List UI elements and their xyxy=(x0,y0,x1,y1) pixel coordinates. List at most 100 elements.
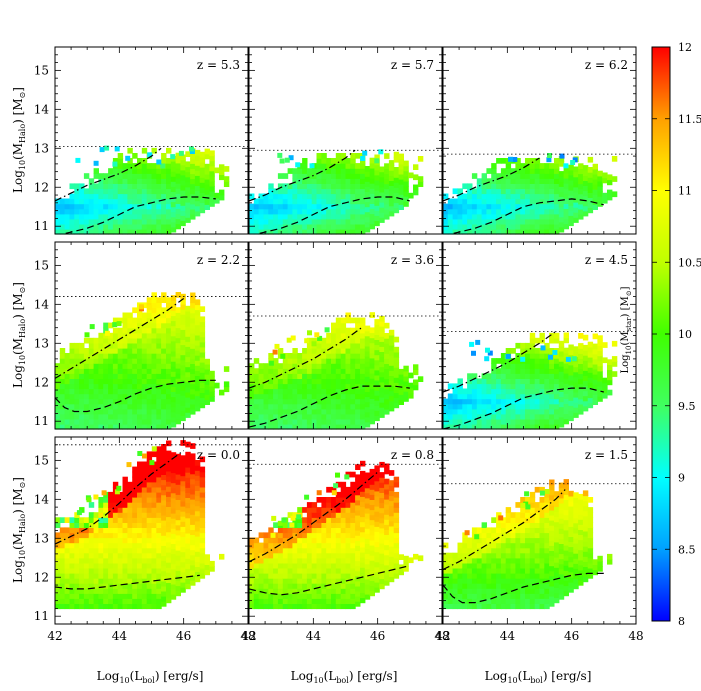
heatmap-cell xyxy=(544,213,550,220)
heatmap-cell xyxy=(175,494,181,500)
heatmap-cell xyxy=(364,558,371,565)
heatmap-cell xyxy=(534,578,541,584)
heatmap-cell xyxy=(364,386,371,392)
heatmap-cell xyxy=(374,516,380,522)
heatmap-cell xyxy=(156,337,162,344)
heatmap-cell xyxy=(161,525,167,531)
heatmap-cell xyxy=(180,511,186,517)
heatmap-cell xyxy=(340,378,347,385)
heatmap-cell xyxy=(369,580,375,587)
heatmap-cell xyxy=(335,423,342,430)
heatmap-cell xyxy=(403,375,409,382)
heatmap-cell xyxy=(447,567,454,574)
heatmap-cell xyxy=(364,497,371,504)
heatmap-cell xyxy=(335,332,342,339)
heatmap-cell xyxy=(520,588,526,594)
heatmap-cell xyxy=(525,603,531,610)
heatmap-cell xyxy=(345,208,351,215)
heatmap-cell xyxy=(88,378,95,385)
heatmap-cell xyxy=(520,423,526,430)
heatmap-cell xyxy=(350,203,356,210)
heatmap-cell xyxy=(515,228,521,235)
heatmap-cell xyxy=(340,588,347,594)
heatmap-cell xyxy=(137,522,143,528)
heatmap-cell xyxy=(137,403,143,410)
heatmap-cell xyxy=(180,154,186,161)
heatmap-cell xyxy=(582,185,589,192)
heatmap-cell xyxy=(112,342,119,349)
heatmap-cell xyxy=(554,541,560,548)
heatmap-cell xyxy=(170,381,177,387)
heatmap-cell xyxy=(443,552,449,559)
heatmap-cell xyxy=(447,423,454,430)
heatmap-cell xyxy=(190,403,196,410)
heatmap-cell xyxy=(127,312,133,319)
heatmap-cell xyxy=(83,527,90,534)
heatmap-cell xyxy=(481,598,487,604)
heatmap-cell xyxy=(185,391,191,398)
heatmap-cell xyxy=(103,348,109,354)
heatmap-cell xyxy=(108,567,114,574)
heatmap-cell xyxy=(74,353,80,359)
heatmap-cell xyxy=(554,223,560,230)
heatmap-cell xyxy=(88,552,95,559)
heatmap-cell xyxy=(137,208,143,215)
heatmap-cell xyxy=(146,491,153,498)
heatmap-cell xyxy=(166,587,172,594)
heatmap-cell xyxy=(141,542,148,549)
heatmap-cell xyxy=(345,332,351,339)
heatmap-cell xyxy=(103,228,109,235)
heatmap-cell xyxy=(194,515,201,522)
heatmap-cell xyxy=(306,228,313,235)
heatmap-cell xyxy=(554,557,560,563)
heatmap-cell xyxy=(122,203,128,210)
heatmap-cell xyxy=(277,228,284,235)
heatmap-cell xyxy=(355,530,361,536)
heatmap-cell xyxy=(146,173,153,179)
heatmap-cell xyxy=(316,517,322,523)
heatmap-cell xyxy=(292,557,298,564)
heatmap-cell xyxy=(69,393,75,400)
heatmap-cell xyxy=(180,531,186,537)
heatmap-cell xyxy=(127,353,133,359)
heatmap-cell xyxy=(306,358,313,364)
heatmap-cell xyxy=(161,469,167,475)
heatmap-cell xyxy=(374,359,380,366)
heatmap-cell xyxy=(137,512,143,518)
heatmap-cell xyxy=(127,223,133,230)
heatmap-cell xyxy=(84,332,90,338)
heatmap-cell xyxy=(311,203,318,210)
heatmap-cell xyxy=(316,588,322,594)
heatmap-cell xyxy=(292,393,298,400)
heatmap-cell xyxy=(175,218,181,225)
heatmap-cell xyxy=(549,373,555,379)
heatmap-cell xyxy=(146,502,153,508)
heatmap-cell xyxy=(287,228,293,235)
heatmap-cell xyxy=(462,223,468,230)
heatmap-cell xyxy=(117,598,124,604)
heatmap-cell xyxy=(273,593,279,599)
heatmap-cell xyxy=(534,403,541,410)
heatmap-cell xyxy=(505,353,511,359)
heatmap-cell xyxy=(297,363,303,369)
heatmap-cell xyxy=(345,408,351,415)
heatmap-cell xyxy=(393,392,400,399)
heatmap-cell xyxy=(471,557,478,564)
heatmap-cell xyxy=(83,228,90,235)
heatmap-cell xyxy=(549,332,555,339)
heatmap-cell xyxy=(505,593,512,599)
heatmap-cell xyxy=(249,208,255,215)
heatmap-cell xyxy=(194,500,201,507)
heatmap-cell xyxy=(573,371,579,378)
heatmap-cell xyxy=(132,218,138,225)
heatmap-cell xyxy=(369,357,375,364)
heatmap-cell xyxy=(462,393,468,400)
heatmap-cell xyxy=(292,168,298,174)
heatmap-cell xyxy=(340,398,347,405)
heatmap-cell xyxy=(476,178,483,184)
heatmap-cell xyxy=(374,480,380,487)
heatmap-cell xyxy=(166,188,172,195)
heatmap-cell xyxy=(93,358,99,364)
heatmap-cell xyxy=(331,398,337,405)
heatmap-cell xyxy=(467,393,473,400)
